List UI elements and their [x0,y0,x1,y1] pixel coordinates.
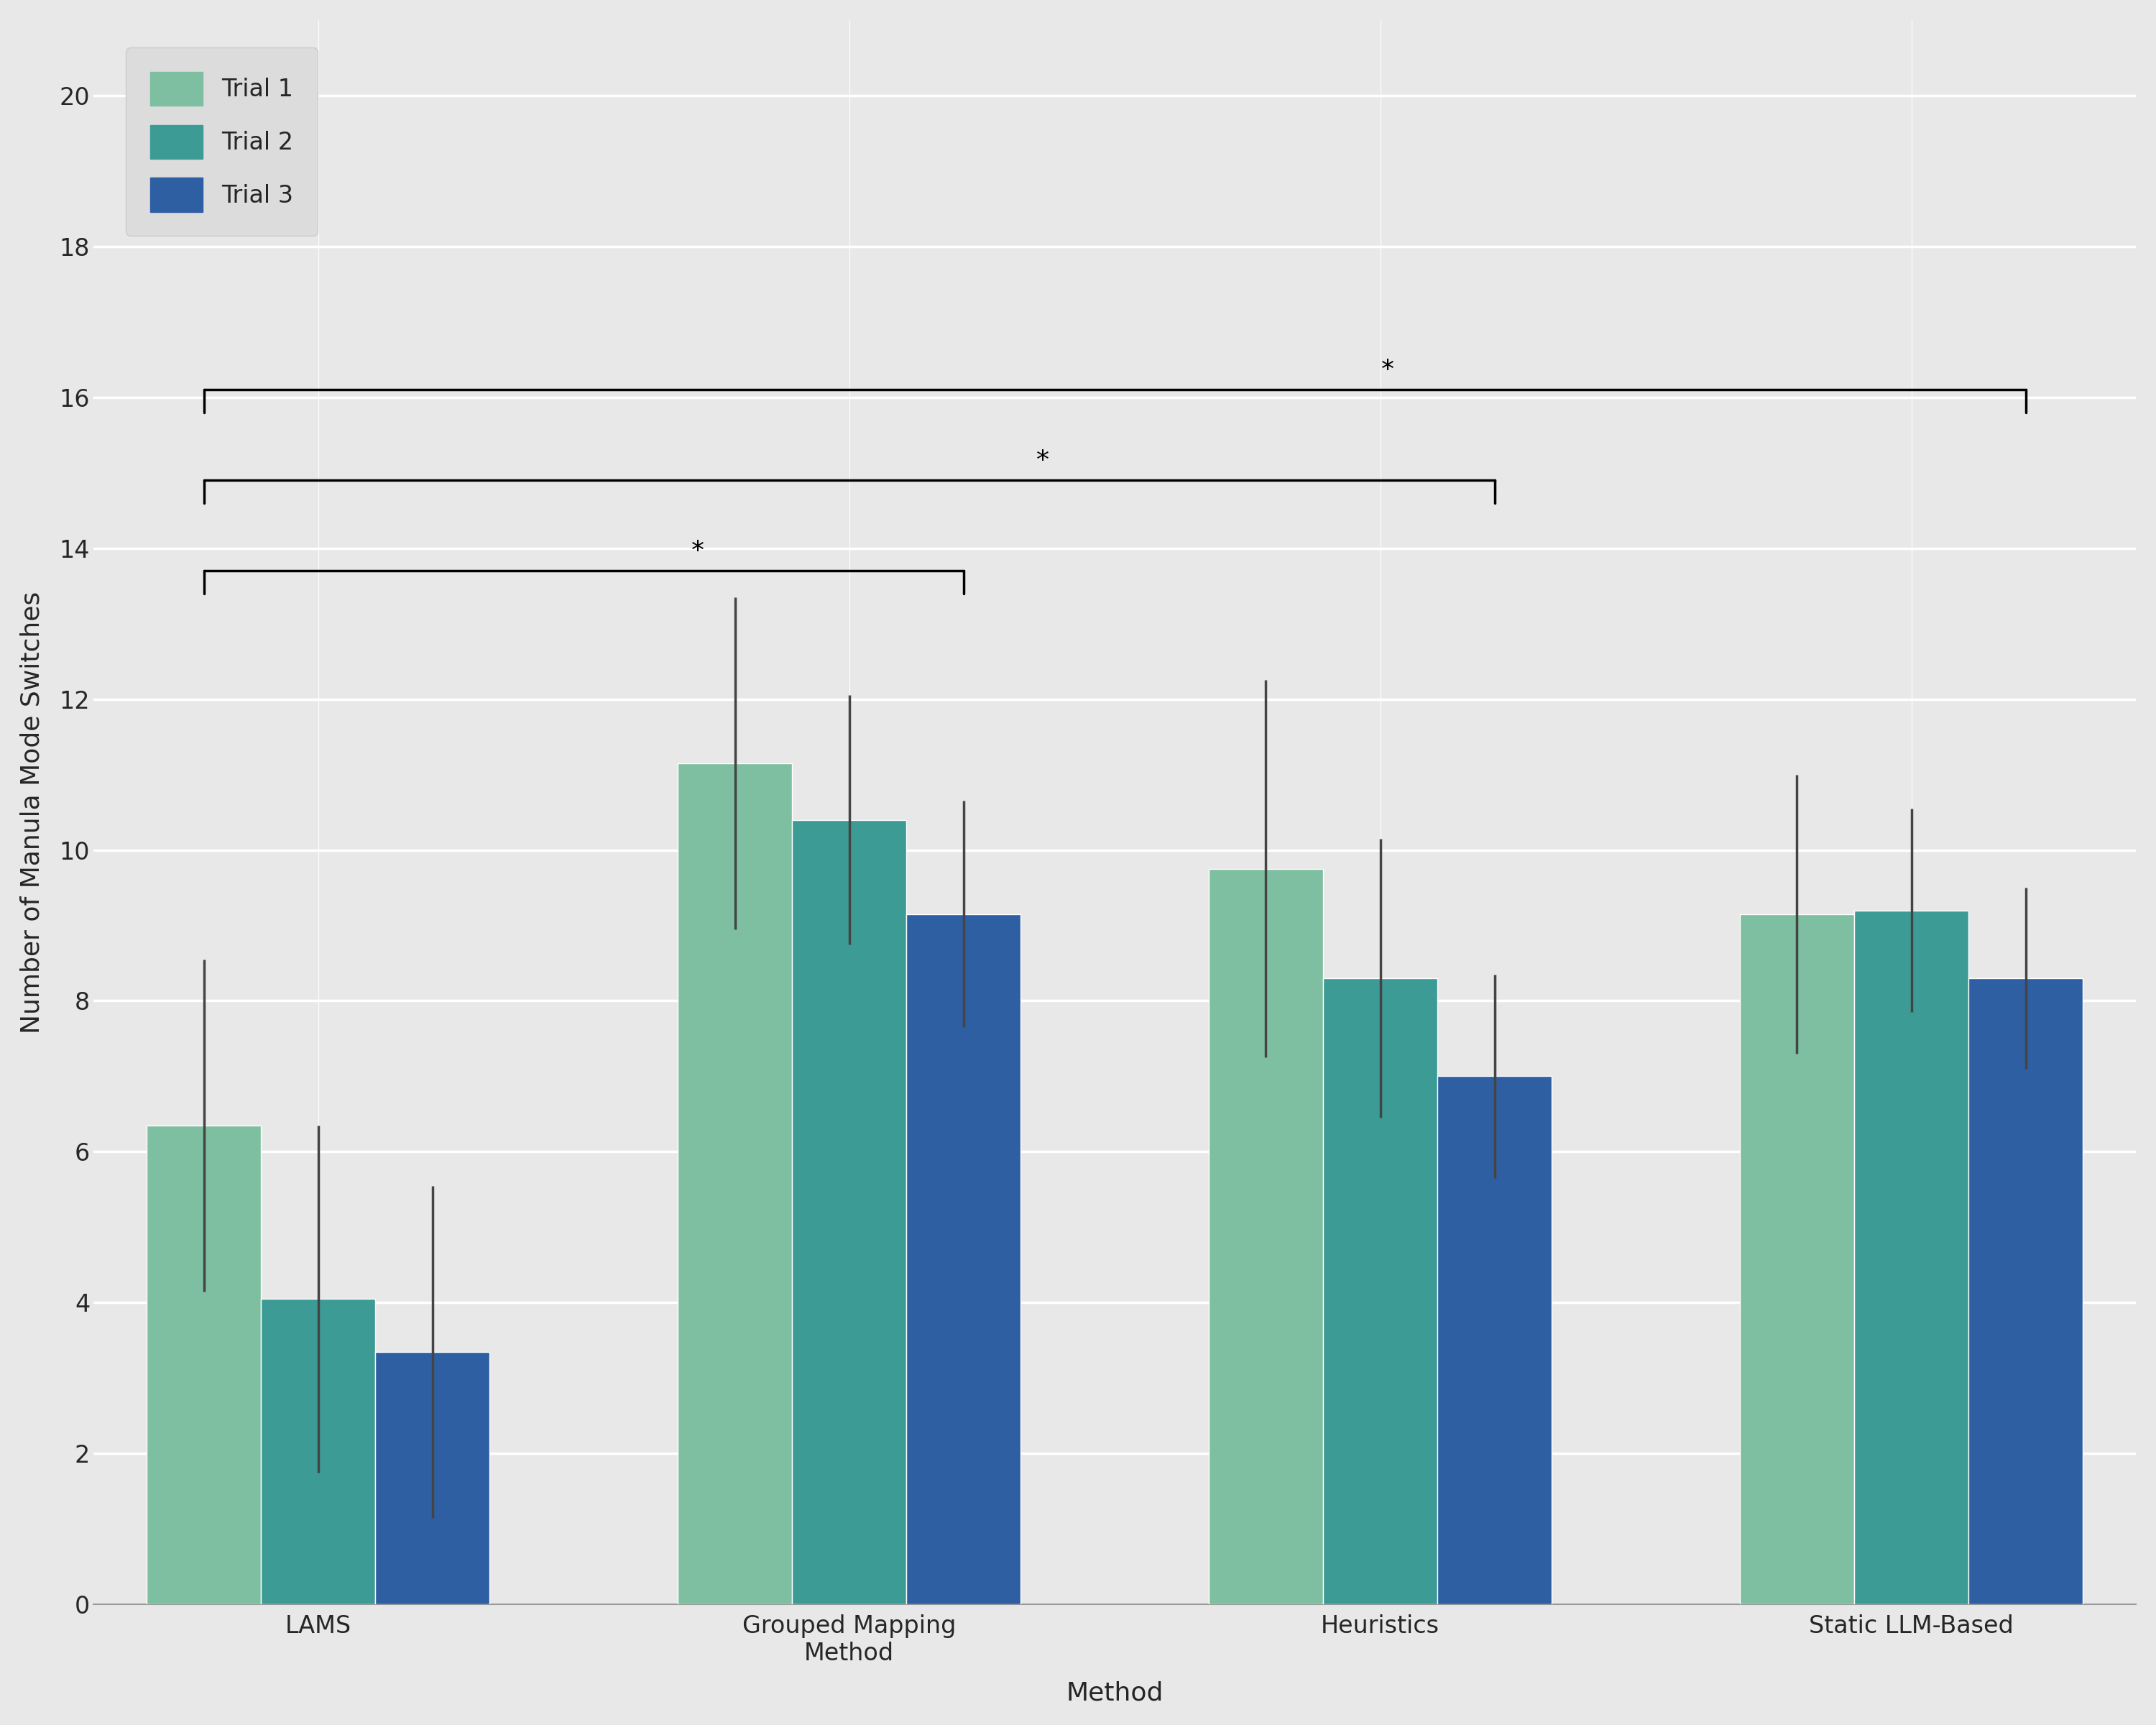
Text: *: * [1037,448,1050,473]
Bar [1740,914,1854,1604]
Bar [1854,911,1968,1604]
Text: *: * [1382,357,1395,383]
Bar [677,762,791,1604]
Bar [1968,978,2083,1604]
X-axis label: Method: Method [1065,1680,1164,1704]
Bar [791,819,906,1604]
Text: *: * [692,538,705,564]
Bar [1210,869,1324,1604]
Bar [147,1125,261,1604]
Y-axis label: Number of Manula Mode Switches: Number of Manula Mode Switches [19,592,45,1033]
Bar [1438,1076,1552,1604]
Bar [261,1299,375,1604]
Bar [1324,978,1438,1604]
Legend: Trial 1, Trial 2, Trial 3: Trial 1, Trial 2, Trial 3 [125,48,317,236]
Bar [375,1352,489,1604]
Bar [906,914,1020,1604]
